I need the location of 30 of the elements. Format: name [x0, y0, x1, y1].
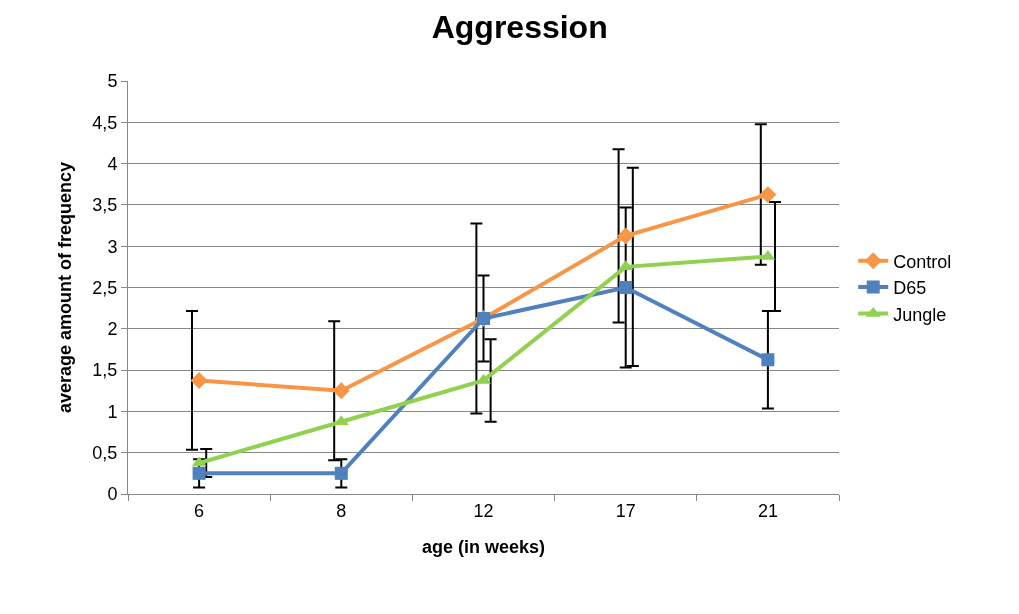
- chart-title: Aggression: [431, 8, 608, 45]
- y-tick-label: 3,5: [92, 195, 118, 216]
- point: [332, 382, 350, 400]
- point: [617, 227, 635, 245]
- y-tick-label: 3: [107, 236, 118, 257]
- point: [761, 353, 775, 367]
- y-tick-label: 0,5: [92, 443, 118, 463]
- legend-label: Control: [893, 251, 952, 272]
- x-tick-label: 12: [473, 500, 494, 521]
- point: [759, 186, 777, 204]
- y-tick-label: 4,5: [92, 112, 118, 133]
- point: [619, 281, 633, 294]
- y-tick-label: 1,5: [92, 360, 118, 381]
- x-tick-label: 21: [757, 500, 778, 521]
- legend-label: D65: [893, 278, 927, 299]
- y-tick-label: 2: [107, 319, 118, 340]
- point: [192, 466, 206, 480]
- legend-label: Jungle: [893, 304, 947, 325]
- y-tick-label: 2,5: [92, 277, 118, 298]
- x-tick-label: 6: [194, 500, 205, 521]
- x-tick-label: 17: [615, 500, 636, 521]
- y-axis-title: average amount of frequency: [54, 161, 75, 414]
- y-tick-label: 0: [107, 484, 118, 505]
- y-tick-label: 4: [107, 153, 118, 174]
- x-axis-title: age (in weeks): [421, 536, 546, 557]
- point: [334, 466, 348, 480]
- x-tick-label: 8: [336, 500, 347, 521]
- y-tick-label: 5: [107, 71, 118, 92]
- point: [190, 371, 208, 389]
- y-tick-label: 1: [107, 401, 118, 422]
